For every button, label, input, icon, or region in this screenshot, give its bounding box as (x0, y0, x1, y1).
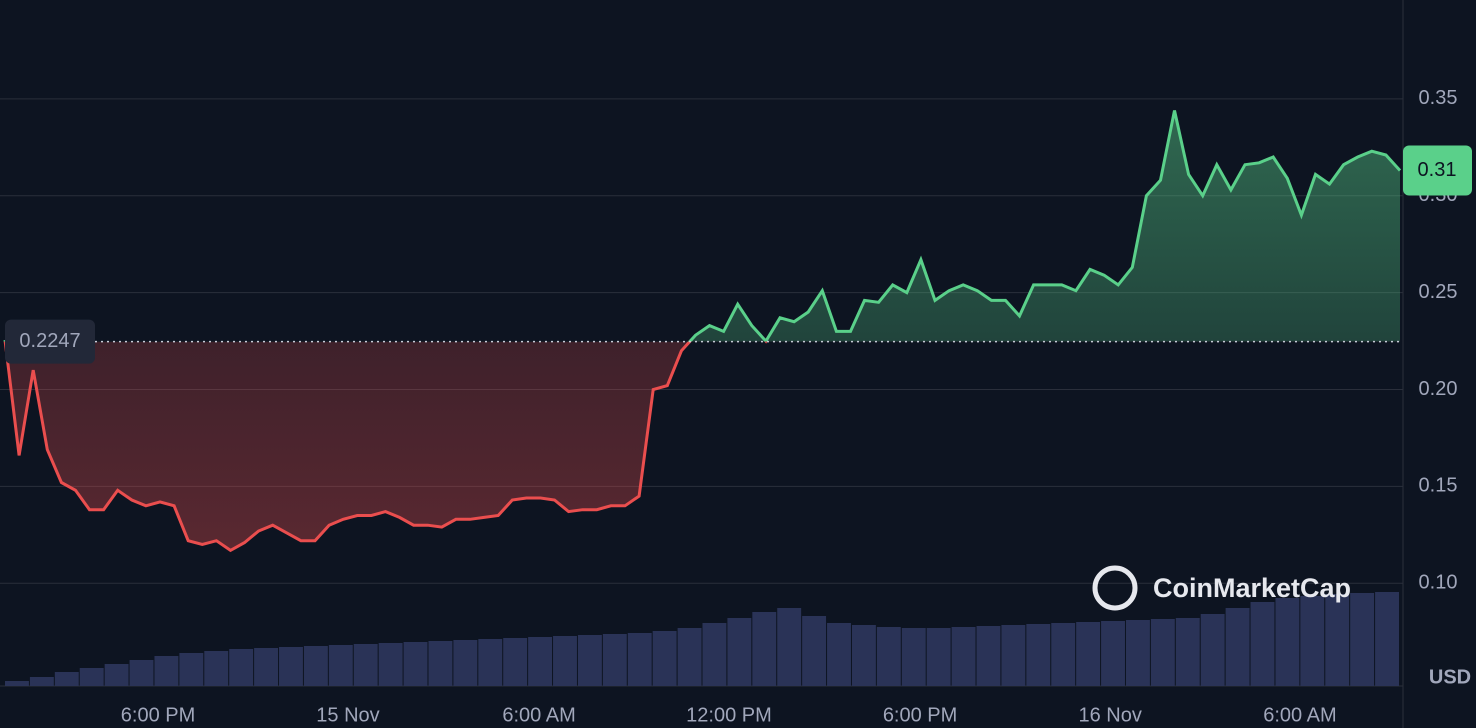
y-tick-label: 0.25 (1419, 281, 1458, 303)
volume-bar (154, 656, 179, 686)
volume-bar (428, 641, 453, 686)
volume-bar (901, 628, 926, 686)
y-tick-label: 0.10 (1419, 572, 1458, 594)
volume-bar (827, 623, 851, 686)
volume-bar (602, 634, 627, 686)
y-tick-label: 0.20 (1419, 378, 1458, 400)
price-line (3, 110, 1402, 342)
baseline-label: 0.2247 (19, 330, 80, 352)
volume-bar (1250, 602, 1275, 686)
volume-bar (1150, 619, 1175, 686)
x-tick-label: 6:00 AM (502, 704, 575, 726)
volume-bar (777, 608, 802, 686)
volume-bar (279, 647, 303, 686)
volume-bar (54, 672, 79, 686)
volume-bar (926, 628, 951, 686)
x-tick-label: 15 Nov (316, 704, 379, 726)
volume-bar (1375, 592, 1399, 686)
volume-bar (29, 677, 54, 686)
volume-bar (478, 639, 503, 686)
x-tick-label: 12:00 PM (686, 704, 772, 726)
x-tick-label: 6:00 AM (1263, 704, 1336, 726)
price-line (3, 341, 768, 553)
volume-bar (104, 664, 129, 686)
x-tick-label: 6:00 PM (121, 704, 195, 726)
price-badge (1403, 145, 1472, 196)
volume-bar (876, 627, 901, 686)
volume-bar (1076, 622, 1101, 686)
volume-bar (627, 633, 652, 686)
volume-bar (677, 628, 702, 686)
volume-bar (303, 646, 328, 686)
y-tick-label: 0.15 (1419, 475, 1458, 497)
volume-bar (204, 651, 229, 686)
volume-bar (702, 623, 727, 686)
volume-bar (1200, 614, 1225, 686)
currency: USD (1429, 666, 1471, 688)
volume-bar (378, 643, 403, 686)
volume-bar (229, 649, 254, 686)
volume-bar (851, 625, 876, 686)
volume-bar (1125, 620, 1150, 686)
x-tick-label: 16 Nov (1078, 704, 1141, 726)
volume-bar (577, 635, 602, 686)
volume-bar (802, 616, 827, 686)
volume-bar (353, 644, 378, 686)
volume-bar (403, 642, 428, 686)
y-tick-label: 0.35 (1419, 87, 1458, 109)
baseline-badge (5, 319, 95, 364)
volume-bar (1026, 624, 1051, 686)
volume-bar (254, 648, 279, 686)
logo (1092, 565, 1138, 611)
volume-bar (553, 636, 577, 686)
price-label: 0.31 (1418, 159, 1457, 181)
volume-bar (328, 645, 353, 686)
volume-bar (5, 681, 29, 686)
volume-bar (1001, 625, 1026, 686)
volume-bar (1350, 593, 1375, 686)
volume-bar (179, 653, 204, 686)
volume-bar (453, 640, 478, 686)
volume-bar (1175, 618, 1200, 686)
volume-bar (752, 612, 777, 686)
volume-bar (503, 638, 528, 686)
volume-bar (1101, 621, 1125, 686)
volume-bar (528, 637, 553, 686)
volume-bar (652, 631, 677, 686)
volume-bar (1051, 623, 1076, 686)
area-up (5, 110, 1400, 342)
volume-bar (951, 627, 976, 686)
volume-bar (976, 626, 1001, 686)
volume-bar (1325, 594, 1350, 686)
volume-bar (79, 668, 104, 686)
volume-bar (1225, 608, 1250, 686)
volume-bar (129, 660, 154, 686)
x-tick-label: 6:00 PM (883, 704, 957, 726)
volume-bar (1275, 598, 1300, 686)
volume-bar (727, 618, 752, 686)
watermark: CoinMarketCap (1153, 573, 1351, 603)
volume-bar (1300, 596, 1325, 686)
